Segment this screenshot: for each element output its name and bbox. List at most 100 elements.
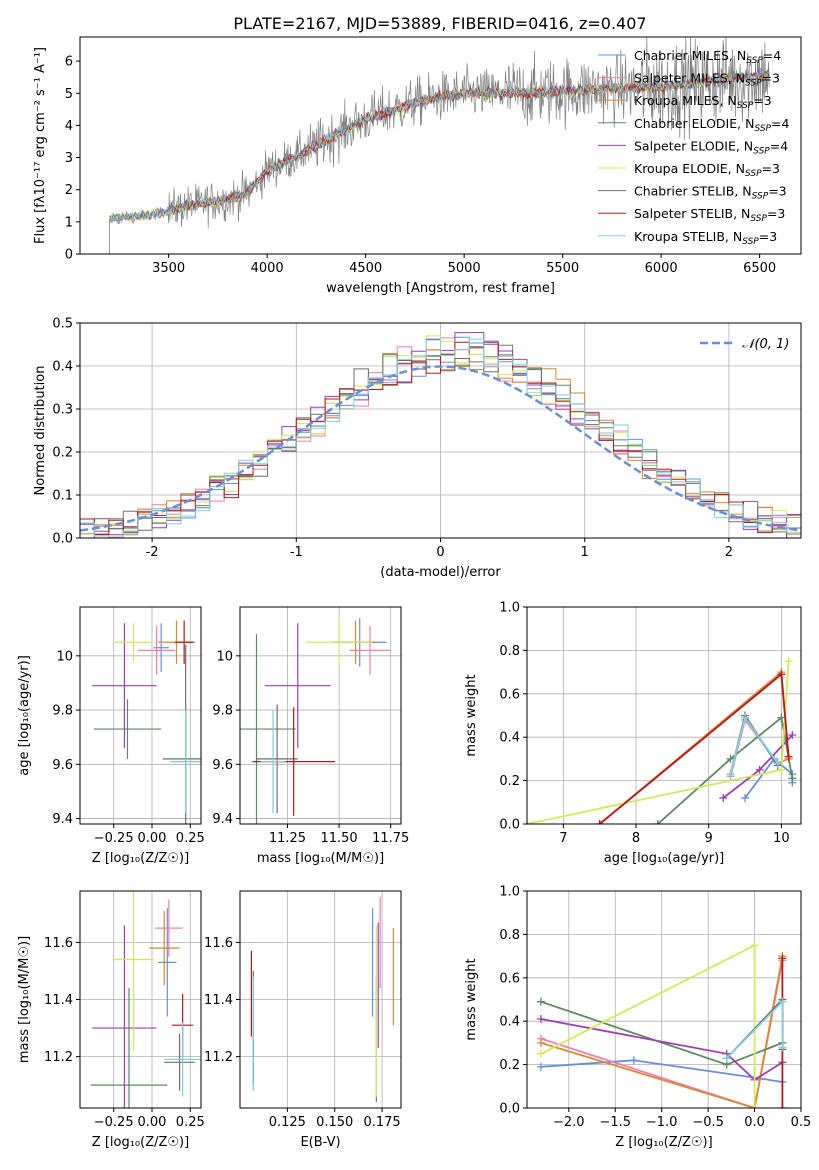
legend-text: Chabrier MILES, N [634, 48, 746, 63]
y-tick-label: 0.3 [52, 403, 73, 418]
x-tick-label: 5000 [448, 261, 481, 276]
legend-entry: Kroupa STELIB, NSSP=3 [634, 229, 777, 247]
plot-area [527, 657, 797, 824]
y-tick-label: 9.6 [52, 758, 73, 773]
y-tick-label: 0.6 [499, 971, 520, 986]
y-tick-label: 1.0 [499, 885, 520, 900]
y-tick-label: 0.0 [499, 818, 520, 833]
x-axis-label: Z [log₁₀(Z/Z☉)] [92, 1135, 189, 1150]
panel-residuals: -2 -1 0 1 2 0.0 0.1 0.2 0.3 0.4 0.5 (data-model)/er… [33, 317, 802, 580]
legend-subscript: SSP [746, 56, 763, 66]
y-tick-label: 1 [65, 215, 73, 230]
x-tick-label: −2.0 [553, 1115, 585, 1130]
mass-weight-marker [750, 941, 759, 950]
y-tick-label: 0.0 [52, 532, 73, 547]
residual-histogram [80, 338, 801, 538]
legend-text: Kroupa STELIB, N [634, 229, 742, 244]
legend-entry: Salpeter ELODIE, NSSP=4 [634, 138, 788, 156]
legend-suffix: =3 [753, 93, 771, 108]
y-tick-label: 10 [56, 649, 73, 664]
y-tick-label: 11.4 [44, 993, 73, 1008]
y-axis-label: mass [log₁₀(M/M☉)] [17, 936, 32, 1063]
x-tick-label: −1.5 [599, 1115, 631, 1130]
legend-subscript: SSP [752, 192, 769, 202]
x-axis-label: Z [log₁₀(Z/Z☉)] [92, 851, 189, 866]
x-tick-label: −0.5 [692, 1115, 724, 1130]
legend-suffix: =3 [759, 229, 777, 244]
legend-text: Chabrier ELODIE, N [634, 116, 754, 131]
y-tick-label: 10 [216, 649, 233, 664]
plot-area [80, 332, 801, 538]
mass-weight-line [540, 955, 784, 1108]
y-tick-label: 2 [65, 183, 73, 198]
y-tick-label: 9.8 [52, 704, 73, 719]
panel-age-vs-Z: −0.25 0.00 0.25 9.4 9.6 9.8 10 Z [log₁₀(Z/Z☉)] a… [17, 606, 205, 866]
y-tick-label: 0 [65, 248, 73, 263]
legend-subscript: SSP [742, 237, 759, 247]
legend-subscript: SSP [745, 169, 762, 179]
legend-text: Salpeter MILES, N [634, 71, 745, 86]
residual-histogram [80, 341, 801, 538]
legend-entry: Kroupa ELODIE, NSSP=3 [634, 161, 780, 179]
legend-text: Chabrier STELIB, N [634, 184, 752, 199]
x-tick-label: 3500 [152, 261, 185, 276]
x-tick-label: 6000 [645, 261, 678, 276]
x-tick-label: 9 [705, 831, 713, 846]
legend-entry: Chabrier MILES, NSSP=4 [634, 48, 781, 66]
y-tick-label: 11.6 [204, 936, 233, 951]
y-tick-label: 0.8 [499, 644, 520, 659]
y-tick-label: 0.4 [499, 1015, 520, 1030]
x-tick-label: 0.25 [176, 1115, 205, 1130]
x-tick-label: −0.25 [94, 831, 134, 846]
y-tick-label: 9.4 [212, 812, 233, 827]
x-tick-label: 0 [436, 545, 444, 560]
y-tick-label: 1.0 [499, 601, 520, 616]
y-axis-label: Normed distribution [33, 366, 48, 496]
plot-area [109, 37, 770, 254]
x-axis-label: wavelength [Angstrom, rest frame] [326, 281, 555, 296]
y-axis-label: mass weight [464, 674, 479, 756]
x-tick-label: 0.0 [744, 1115, 765, 1130]
legend-suffix: =3 [767, 206, 785, 221]
x-tick-label: 11.25 [269, 831, 306, 846]
axes-frame [526, 606, 802, 825]
normal-curve [80, 365, 801, 532]
x-tick-label: 6500 [743, 261, 776, 276]
panel-mass-vs-Z: −0.25 0.00 0.25 11.2 11.4 11.6 Z [log₁₀(Z/Z☉)]… [17, 890, 205, 1150]
mass-weight-marker [726, 770, 735, 779]
legend-suffix: =3 [762, 71, 780, 86]
y-tick-label: 9.4 [52, 812, 73, 827]
y-tick-label: 3 [65, 151, 73, 166]
x-tick-label: 0.00 [138, 831, 167, 846]
y-tick-label: 0.2 [499, 774, 520, 789]
mass-weight-marker [784, 752, 793, 761]
y-tick-label: 11.6 [44, 936, 73, 951]
y-axis-label: Flux [fλ10⁻¹⁷ erg cm⁻² s⁻¹ A⁻¹] [33, 47, 48, 244]
y-axis-label: age [log₁₀(age/yr)] [17, 655, 32, 776]
y-tick-label: 0.8 [499, 928, 520, 943]
mass-weight-marker [788, 774, 797, 783]
x-tick-label: 0.125 [269, 1115, 306, 1130]
x-tick-label: 0.5 [791, 1115, 812, 1130]
x-tick-label: 8 [632, 831, 640, 846]
plot-area [250, 896, 395, 1103]
y-tick-label: 0.5 [52, 317, 73, 332]
legend-text: Salpeter STELIB, N [634, 206, 750, 221]
legend-subscript: SSP [754, 124, 771, 134]
legend-suffix: =4 [771, 116, 789, 131]
x-tick-label: −1.0 [646, 1115, 678, 1130]
legend-normal: 𝒩(0, 1) [742, 337, 789, 352]
mass-weight-marker [653, 820, 662, 824]
x-axis-label: E(B-V) [300, 1135, 340, 1150]
legend-suffix: =3 [762, 161, 780, 176]
x-axis-label: Z [log₁₀(Z/Z☉)] [615, 1135, 712, 1150]
mass-weight-marker [536, 1038, 545, 1047]
y-tick-label: 9.8 [212, 704, 233, 719]
data-spectrum-line [109, 37, 770, 228]
axes-frame [79, 606, 202, 825]
legend-entry: Chabrier STELIB, NSSP=3 [634, 184, 787, 202]
mass-weight-marker [784, 657, 793, 666]
y-tick-label: 0.4 [52, 360, 73, 375]
x-tick-label: 0.25 [176, 831, 205, 846]
y-tick-label: 0.4 [499, 731, 520, 746]
